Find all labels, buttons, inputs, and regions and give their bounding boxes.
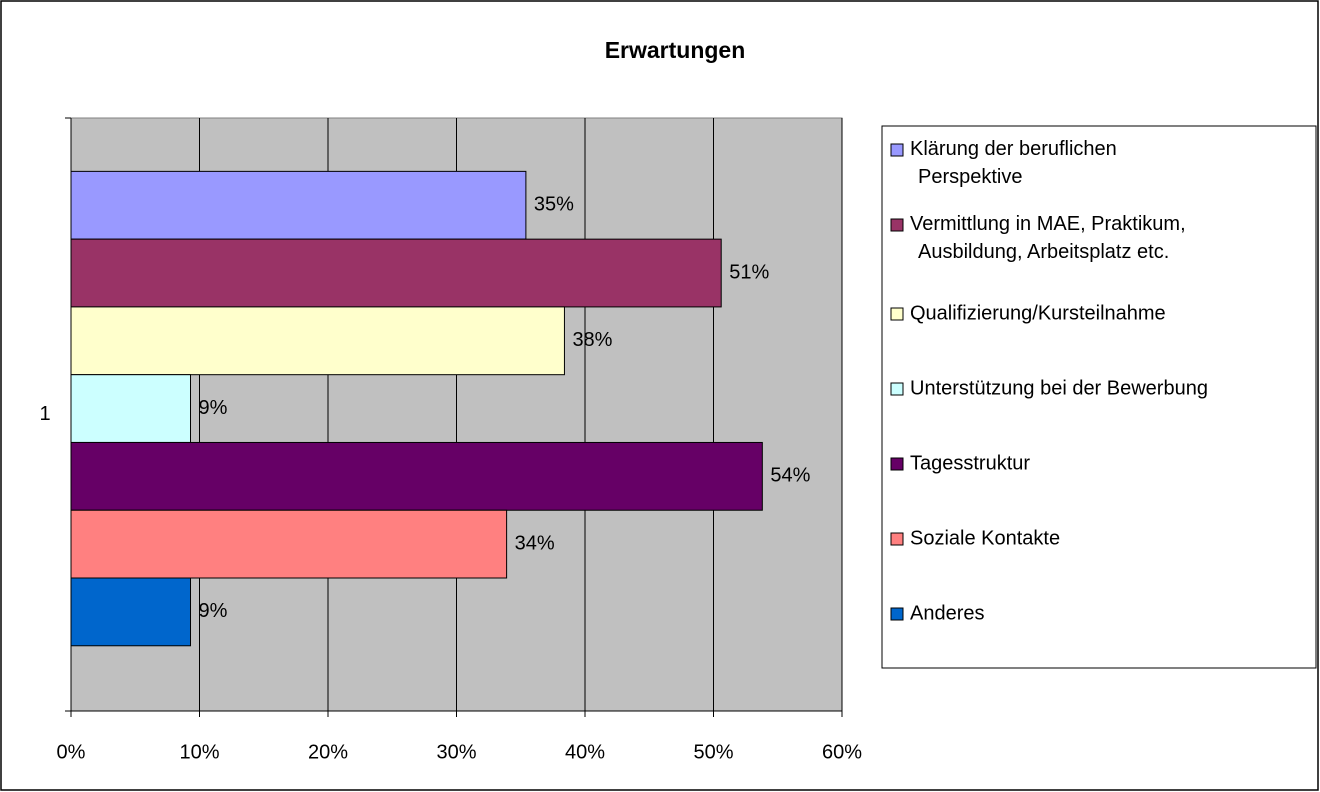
data-label: 51% — [729, 261, 769, 283]
legend-swatch — [890, 218, 904, 232]
legend-label: Unterstützung bei der Bewerbung — [910, 377, 1208, 399]
x-tick-label: 10% — [179, 741, 219, 763]
chart-title: Erwartungen — [605, 37, 746, 63]
legend-swatch — [890, 607, 904, 621]
data-label: 38% — [572, 329, 612, 351]
x-tick-label: 60% — [822, 741, 862, 763]
bar — [70, 374, 192, 443]
legend-swatch — [890, 143, 904, 157]
bar — [70, 170, 527, 240]
bar — [70, 577, 192, 647]
x-tick-label: 50% — [693, 741, 733, 763]
legend-label: Anderes — [910, 602, 985, 624]
data-label: 9% — [199, 397, 228, 419]
legend-label: Soziale Kontakte — [910, 527, 1060, 549]
x-tick-label: 30% — [436, 741, 476, 763]
legend-label: Vermittlung in MAE, Praktikum, Ausbildung… — [910, 213, 1186, 263]
bar — [70, 306, 565, 376]
legend-label: Qualifizierung/Kursteilnahme — [910, 302, 1166, 324]
data-label: 54% — [770, 465, 810, 487]
legend-swatch — [890, 532, 904, 546]
y-tick-label: 1 — [39, 403, 50, 425]
bar — [70, 509, 508, 579]
legend-swatch — [890, 382, 904, 396]
legend-box — [881, 125, 1317, 669]
data-label: 9% — [199, 600, 228, 622]
data-label: 35% — [534, 194, 574, 216]
x-tick-label: 20% — [308, 741, 348, 763]
legend-label: Tagesstruktur — [910, 452, 1030, 474]
legend-label: Klärung der beruflichen Perspektive — [910, 138, 1117, 188]
bar — [70, 238, 722, 308]
x-tick-label: 0% — [57, 741, 86, 763]
legend-swatch — [890, 307, 904, 321]
bar — [70, 441, 763, 511]
data-label: 34% — [515, 532, 555, 554]
x-tick-label: 40% — [565, 741, 605, 763]
legend-swatch — [890, 457, 904, 471]
